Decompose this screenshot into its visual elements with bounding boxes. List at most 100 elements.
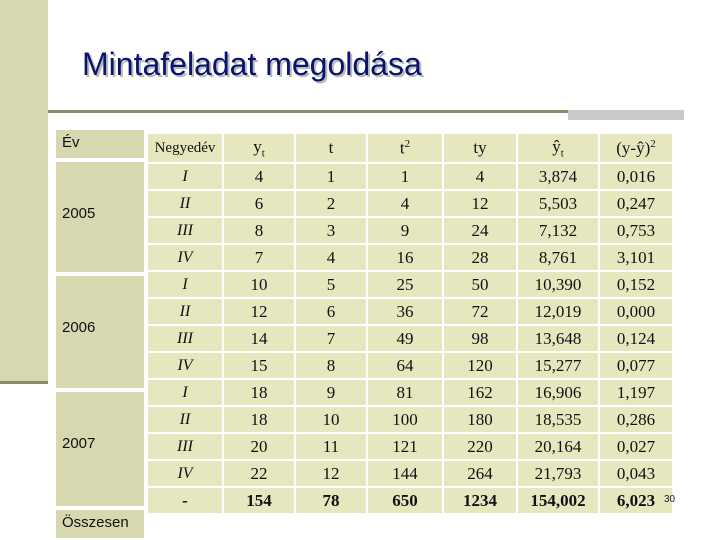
table-row: II 12 6 36 72 12,019 0,000: [148, 299, 672, 324]
cell-squared-residual: 0,152: [600, 272, 672, 297]
cell-t-squared: 25: [368, 272, 442, 297]
cell-t-squared: 36: [368, 299, 442, 324]
cell-t-squared: 144: [368, 461, 442, 486]
cell-quarter: II: [148, 191, 222, 216]
cell-ty: 50: [444, 272, 516, 297]
cell-ty: 162: [444, 380, 516, 405]
cell-squared-residual: 0,077: [600, 353, 672, 378]
cell-y: 14: [224, 326, 294, 351]
cell-ty: 220: [444, 434, 516, 459]
total-label: Összesen: [62, 514, 129, 531]
header-yhat-sub: t: [560, 147, 564, 160]
header-squared-residual: (y-ŷ)2: [600, 134, 672, 162]
total-label-cell: Összesen: [56, 510, 144, 538]
total-cell-ty: 1234: [444, 488, 516, 513]
cell-y-hat: 15,277: [518, 353, 598, 378]
cell-squared-residual: 0,000: [600, 299, 672, 324]
cell-ty: 4: [444, 164, 516, 189]
cell-ty: 180: [444, 407, 516, 432]
cell-t: 9: [296, 380, 366, 405]
cell-quarter: I: [148, 272, 222, 297]
title-underline-rule: [48, 110, 568, 113]
total-cell-y: 154: [224, 488, 294, 513]
cell-ty: 120: [444, 353, 516, 378]
header-y: yt: [224, 134, 294, 162]
total-cell-squared-residual: 6,023: [600, 488, 672, 513]
total-cell-y-hat: 154,002: [518, 488, 598, 513]
header-t2-sup: 2: [404, 137, 411, 150]
cell-ty: 24: [444, 218, 516, 243]
cell-y: 18: [224, 380, 294, 405]
cell-squared-residual: 3,101: [600, 245, 672, 270]
cell-quarter: III: [148, 434, 222, 459]
cell-t: 4: [296, 245, 366, 270]
title-rule-accent: [568, 110, 684, 120]
total-cell-t: 78: [296, 488, 366, 513]
cell-y-hat: 10,390: [518, 272, 598, 297]
total-cell-quarter: -: [148, 488, 222, 513]
table-row: III 8 3 9 24 7,132 0,753: [148, 218, 672, 243]
regression-table: Negyedév yt t t2 ty ŷt (y-ŷ)2 I 4 1 1 4 3,874…: [146, 132, 674, 515]
cell-t-squared: 64: [368, 353, 442, 378]
cell-quarter: III: [148, 326, 222, 351]
header-y-hat: ŷt: [518, 134, 598, 162]
header-t2-base: t: [399, 138, 405, 158]
cell-quarter: I: [148, 380, 222, 405]
cell-y-hat: 7,132: [518, 218, 598, 243]
cell-y-hat: 5,503: [518, 191, 598, 216]
cell-t-squared: 121: [368, 434, 442, 459]
cell-quarter: IV: [148, 461, 222, 486]
cell-y: 8: [224, 218, 294, 243]
cell-t: 5: [296, 272, 366, 297]
cell-t: 2: [296, 191, 366, 216]
cell-squared-residual: 0,043: [600, 461, 672, 486]
cell-squared-residual: 0,027: [600, 434, 672, 459]
cell-ty: 98: [444, 326, 516, 351]
table-row: II 6 2 4 12 5,503 0,247: [148, 191, 672, 216]
cell-t: 6: [296, 299, 366, 324]
cell-y: 6: [224, 191, 294, 216]
cell-squared-residual: 0,753: [600, 218, 672, 243]
cell-y-hat: 12,019: [518, 299, 598, 324]
cell-quarter: IV: [148, 245, 222, 270]
page-number: 30: [664, 494, 676, 505]
header-quarter: Negyedév: [148, 134, 222, 162]
header-yhat-base: ŷ: [552, 136, 561, 156]
slide-title: Mintafeladat megoldása: [82, 46, 422, 82]
cell-quarter: II: [148, 407, 222, 432]
cell-y-hat: 18,535: [518, 407, 598, 432]
cell-squared-residual: 0,286: [600, 407, 672, 432]
cell-t-squared: 100: [368, 407, 442, 432]
cell-t-squared: 1: [368, 164, 442, 189]
header-t-squared: t2: [368, 134, 442, 162]
cell-quarter: II: [148, 299, 222, 324]
cell-ty: 72: [444, 299, 516, 324]
cell-y-hat: 21,793: [518, 461, 598, 486]
table-row: III 14 7 49 98 13,648 0,124: [148, 326, 672, 351]
cell-quarter: III: [148, 218, 222, 243]
cell-y-hat: 8,761: [518, 245, 598, 270]
year-label: 2005: [62, 205, 96, 222]
table-total-row: -154 78 650 1234 154,002 6,023: [148, 488, 672, 513]
cell-t: 8: [296, 353, 366, 378]
cell-t: 3: [296, 218, 366, 243]
cell-t-squared: 4: [368, 191, 442, 216]
cell-t: 12: [296, 461, 366, 486]
cell-quarter: I: [148, 164, 222, 189]
left-band-rule: [0, 381, 48, 384]
table-row: IV 7 4 16 28 8,761 3,101: [148, 245, 672, 270]
cell-y: 15: [224, 353, 294, 378]
left-decorative-band: [0, 0, 48, 383]
table-header-row: Negyedév yt t t2 ty ŷt (y-ŷ)2: [148, 134, 672, 162]
cell-squared-residual: 0,124: [600, 326, 672, 351]
cell-t-squared: 9: [368, 218, 442, 243]
cell-y: 10: [224, 272, 294, 297]
year-cell-2007: 2007: [56, 392, 144, 506]
cell-squared-residual: 0,247: [600, 191, 672, 216]
cell-ty: 12: [444, 191, 516, 216]
cell-y-hat: 20,164: [518, 434, 598, 459]
cell-t: 7: [296, 326, 366, 351]
table-row: I 18 9 81 162 16,906 1,197: [148, 380, 672, 405]
year-cell-2005: 2005: [56, 162, 144, 272]
year-cell-2006: 2006: [56, 276, 144, 388]
